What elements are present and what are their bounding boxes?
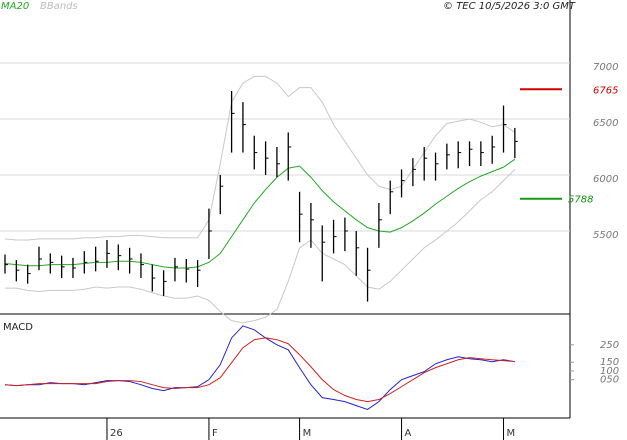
x-tick-label: 26 xyxy=(110,428,123,439)
ma20-line xyxy=(4,158,516,269)
legend-bbands: BBands xyxy=(40,1,78,12)
source: © TEC 10/5/2026 3:0 GMT xyxy=(443,1,576,12)
bband-lower xyxy=(5,169,516,324)
macd-label: MACD xyxy=(3,322,33,333)
y-tick-label: 7000 xyxy=(593,62,618,73)
y-tick-label: 100 xyxy=(600,366,619,377)
level-label: 6765 xyxy=(593,85,618,96)
y-tick-label: 6500 xyxy=(593,118,618,129)
y-tick-label: 050 xyxy=(600,375,619,386)
y-tick-label: 5500 xyxy=(593,230,618,241)
x-tick-label: M xyxy=(303,428,312,439)
y-tick-label: 150 xyxy=(600,357,619,368)
macd-line xyxy=(4,337,515,403)
x-tick-label: A xyxy=(405,428,412,439)
legend-ma20: MA20 xyxy=(1,1,29,12)
bband-upper xyxy=(4,75,516,241)
x-tick-label: M xyxy=(507,428,516,439)
y-tick-label: 6000 xyxy=(593,174,618,185)
y-tick-label: 250 xyxy=(600,340,619,351)
level-label: 5788 xyxy=(568,195,593,206)
x-tick-label: F xyxy=(212,428,218,439)
